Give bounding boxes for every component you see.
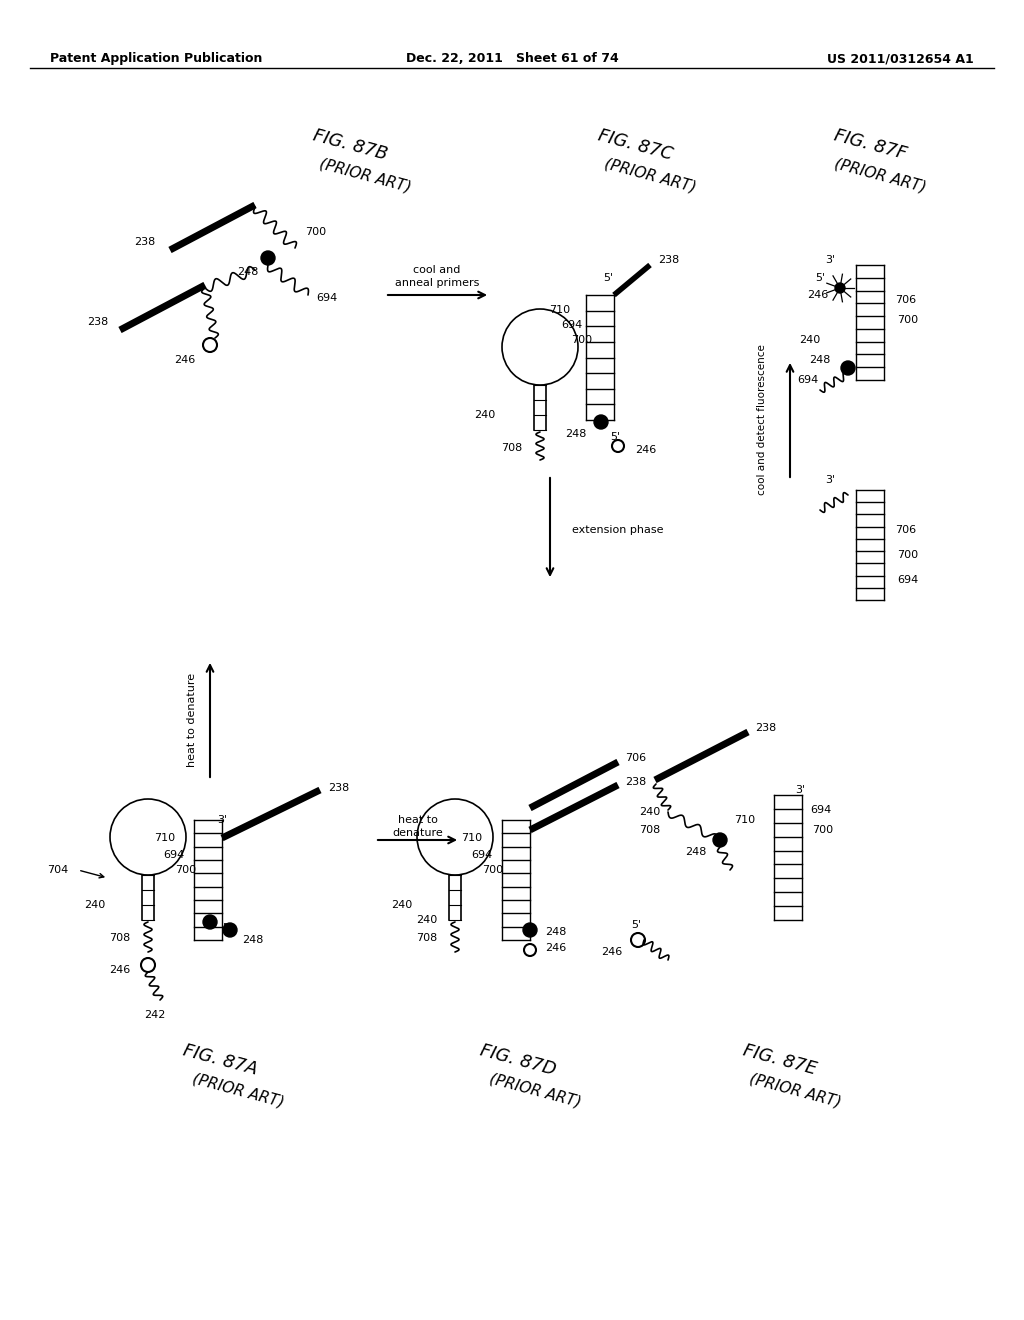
Text: 248: 248	[809, 355, 830, 366]
Text: heat to denature: heat to denature	[187, 673, 197, 767]
Circle shape	[835, 282, 845, 293]
Text: FIG. 87E: FIG. 87E	[741, 1041, 819, 1078]
Text: Patent Application Publication: Patent Application Publication	[50, 51, 262, 65]
Circle shape	[713, 833, 727, 847]
Text: 694: 694	[797, 375, 818, 385]
Text: 710: 710	[154, 833, 175, 843]
Text: 704: 704	[47, 865, 68, 875]
Text: 238: 238	[658, 255, 679, 265]
Text: 240: 240	[391, 900, 412, 909]
Text: (PRIOR ART): (PRIOR ART)	[833, 156, 928, 194]
Text: 240: 240	[474, 411, 495, 420]
Text: cool and detect fluorescence: cool and detect fluorescence	[757, 345, 767, 495]
Text: 700: 700	[897, 550, 919, 560]
Text: heat to: heat to	[398, 814, 438, 825]
Text: 694: 694	[561, 319, 582, 330]
Text: FIG. 87B: FIG. 87B	[310, 127, 389, 164]
Circle shape	[523, 923, 537, 937]
Text: US 2011/0312654 A1: US 2011/0312654 A1	[827, 51, 974, 65]
Text: 246: 246	[807, 290, 828, 300]
Text: 5': 5'	[222, 923, 232, 933]
Text: 246: 246	[601, 946, 622, 957]
Text: 246: 246	[635, 445, 656, 455]
Text: cool and: cool and	[414, 265, 461, 275]
Text: 694: 694	[810, 805, 831, 814]
Text: anneal primers: anneal primers	[395, 279, 479, 288]
Text: 238: 238	[134, 238, 155, 247]
Text: 242: 242	[144, 1010, 166, 1020]
Text: extension phase: extension phase	[572, 525, 664, 535]
Text: 700: 700	[570, 335, 592, 345]
Text: 694: 694	[164, 850, 185, 861]
Text: FIG. 87C: FIG. 87C	[596, 127, 675, 164]
Text: 5': 5'	[603, 273, 613, 282]
Text: 248: 248	[685, 847, 706, 857]
Text: 3': 3'	[217, 814, 227, 825]
Text: 706: 706	[895, 294, 916, 305]
Text: 3': 3'	[825, 255, 835, 265]
Circle shape	[261, 251, 275, 265]
Text: (PRIOR ART): (PRIOR ART)	[602, 156, 697, 194]
Text: 700: 700	[897, 315, 919, 325]
Text: 708: 708	[501, 444, 522, 453]
Circle shape	[841, 360, 855, 375]
Text: 3': 3'	[825, 475, 835, 484]
Text: 248: 248	[564, 429, 586, 440]
Text: 710: 710	[734, 814, 755, 825]
Text: 700: 700	[812, 825, 834, 836]
Text: 240: 240	[416, 915, 437, 925]
Text: 246: 246	[174, 355, 195, 366]
Text: 238: 238	[625, 777, 646, 787]
Text: 694: 694	[471, 850, 492, 861]
Text: 240: 240	[84, 900, 105, 909]
Text: 700: 700	[175, 865, 196, 875]
Text: 708: 708	[639, 825, 660, 836]
Text: 694: 694	[316, 293, 337, 304]
Text: 240: 240	[639, 807, 660, 817]
Text: 5': 5'	[631, 920, 641, 931]
Text: 240: 240	[799, 335, 820, 345]
Text: 706: 706	[625, 752, 646, 763]
Text: 706: 706	[895, 525, 916, 535]
Text: 694: 694	[897, 576, 919, 585]
Text: 248: 248	[237, 267, 258, 277]
Text: 246: 246	[109, 965, 130, 975]
Text: (PRIOR ART): (PRIOR ART)	[317, 156, 413, 194]
Text: 248: 248	[545, 927, 566, 937]
Text: Dec. 22, 2011   Sheet 61 of 74: Dec. 22, 2011 Sheet 61 of 74	[406, 51, 618, 65]
Text: (PRIOR ART): (PRIOR ART)	[190, 1071, 286, 1109]
Text: (PRIOR ART): (PRIOR ART)	[487, 1071, 583, 1109]
Text: FIG. 87D: FIG. 87D	[478, 1041, 558, 1078]
Text: denature: denature	[392, 828, 443, 838]
Text: 710: 710	[549, 305, 570, 315]
Text: FIG. 87A: FIG. 87A	[180, 1041, 259, 1078]
Circle shape	[594, 414, 608, 429]
Text: 708: 708	[109, 933, 130, 942]
Text: 700: 700	[482, 865, 503, 875]
Text: 5': 5'	[815, 273, 825, 282]
Text: 710: 710	[461, 833, 482, 843]
Text: FIG. 87F: FIG. 87F	[831, 127, 908, 164]
Text: 5': 5'	[610, 432, 621, 442]
Text: 238: 238	[755, 723, 776, 733]
Text: 708: 708	[416, 933, 437, 942]
Text: 246: 246	[545, 942, 566, 953]
Text: (PRIOR ART): (PRIOR ART)	[748, 1071, 843, 1109]
Text: 238: 238	[87, 317, 108, 327]
Text: 238: 238	[328, 783, 349, 793]
Text: 700: 700	[305, 227, 326, 238]
Circle shape	[223, 923, 237, 937]
Circle shape	[203, 915, 217, 929]
Text: 248: 248	[242, 935, 263, 945]
Text: 3': 3'	[795, 785, 805, 795]
